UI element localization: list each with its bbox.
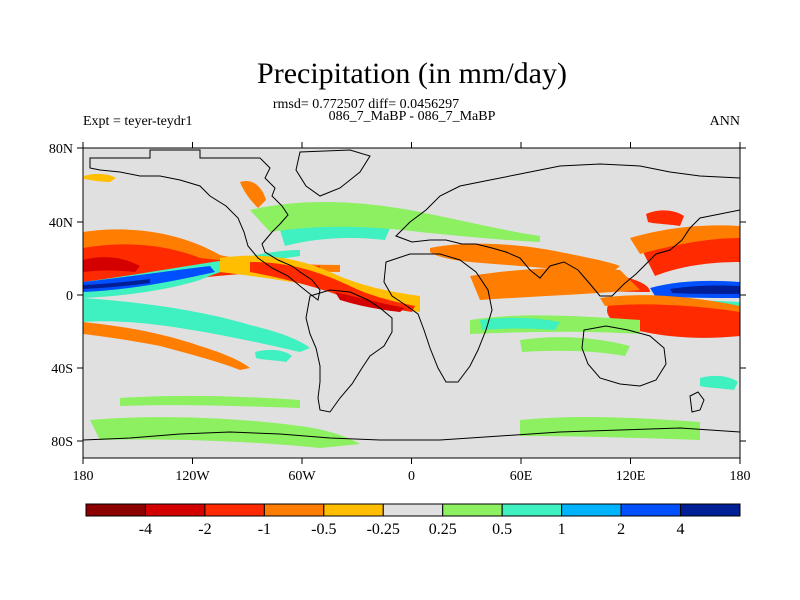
colorbar-label: -1 [258, 521, 271, 538]
colorbar-label: -0.5 [311, 521, 336, 538]
cases-line: 086_7_MaBP - 086_7_MaBP [329, 109, 496, 124]
lat-tick-label: 40S [51, 362, 73, 377]
outline-south-america [305, 289, 393, 413]
longitude-axis: 180 120W 60W 0 60E 120E 180 [73, 142, 751, 484]
field-atlantic-red [250, 262, 415, 312]
field-right-south-red [607, 300, 740, 338]
lon-tick-label: 180 [73, 469, 94, 484]
field-nh-green [250, 201, 540, 242]
colorbar-swatch [323, 503, 384, 517]
figure-title: Precipitation (in mm/day) [257, 57, 567, 90]
colorbar-swatch [620, 503, 682, 517]
stats-line: rmsd= 0.772507 diff= 0.0456297 [273, 97, 459, 112]
colorbar-label: -0.25 [367, 521, 400, 538]
field-sh-green-2 [520, 337, 630, 356]
field-left-dryspot [83, 257, 140, 272]
colorbar-swatch [561, 503, 622, 517]
lon-tick-label: 60E [510, 469, 533, 484]
expt-label: Expt = teyer-teydr1 [83, 114, 192, 129]
colorbar-label: 4 [677, 521, 685, 538]
field-right-navy-core [670, 285, 740, 294]
colorbar: -4 -2 -1 -0.5 -0.25 0.25 0.5 1 2 4 [85, 503, 741, 538]
lat-tick-label: 80N [49, 142, 73, 157]
lon-tick-label: 60W [288, 469, 316, 484]
colorbar-label: 1 [558, 521, 566, 538]
colorbar-swatch [144, 503, 206, 517]
outline-africa [383, 253, 493, 383]
colorbar-label: -2 [198, 521, 211, 538]
season-label: ANN [710, 114, 740, 129]
field-indian-orange-band [470, 268, 640, 300]
field-nw-pac-orange [240, 180, 266, 208]
field-south-ocean-green-3 [120, 395, 300, 408]
lon-tick-label: 120W [175, 469, 210, 484]
field-sh-cyan-2 [255, 349, 292, 362]
field-sh-cyan [480, 317, 560, 330]
outline-australia [581, 325, 667, 387]
colorbar-swatch [442, 503, 503, 517]
lon-tick-label: 0 [408, 469, 415, 484]
latitude-axis: 80N 40N 0 40S 80S [49, 142, 746, 450]
lat-tick-label: 0 [66, 289, 73, 304]
lon-tick-label: 120E [616, 469, 646, 484]
colorbar-swatch [680, 503, 741, 517]
lon-tick-label: 180 [730, 469, 751, 484]
colorbar-label: 2 [617, 521, 625, 538]
outline-new-zealand [689, 391, 705, 413]
colorbar-swatch [501, 503, 563, 517]
outline-north-america [89, 149, 321, 301]
colorbar-swatch [85, 503, 146, 517]
colorbar-label: 0.5 [492, 521, 512, 538]
colorbar-swatch [204, 503, 265, 517]
field-south-cyan [83, 298, 310, 352]
field-north-orange-arctic [84, 173, 116, 182]
field-right-south-orange [600, 295, 740, 312]
colorbar-label: 0.25 [429, 521, 457, 538]
outline-eurasia [395, 163, 740, 297]
field-west-pac-north-red [646, 210, 684, 226]
field-sh-cyan-3 [700, 375, 738, 390]
colorbar-label: -4 [139, 521, 152, 538]
lat-tick-label: 80S [51, 435, 73, 450]
outline-antarctica [83, 427, 740, 458]
colorbar-swatch [263, 503, 325, 517]
colorbar-swatch [382, 503, 444, 517]
field-left-navy-core [83, 279, 150, 289]
continent-outlines [83, 149, 740, 458]
field-atlantic-dark [335, 292, 405, 312]
field-right-orange-band [630, 225, 740, 254]
outline-greenland [295, 149, 371, 197]
map-panel [83, 148, 740, 458]
field-south-ocean-green-2 [520, 416, 700, 440]
field-south-orange [83, 322, 250, 370]
lat-tick-label: 40N [49, 216, 73, 231]
